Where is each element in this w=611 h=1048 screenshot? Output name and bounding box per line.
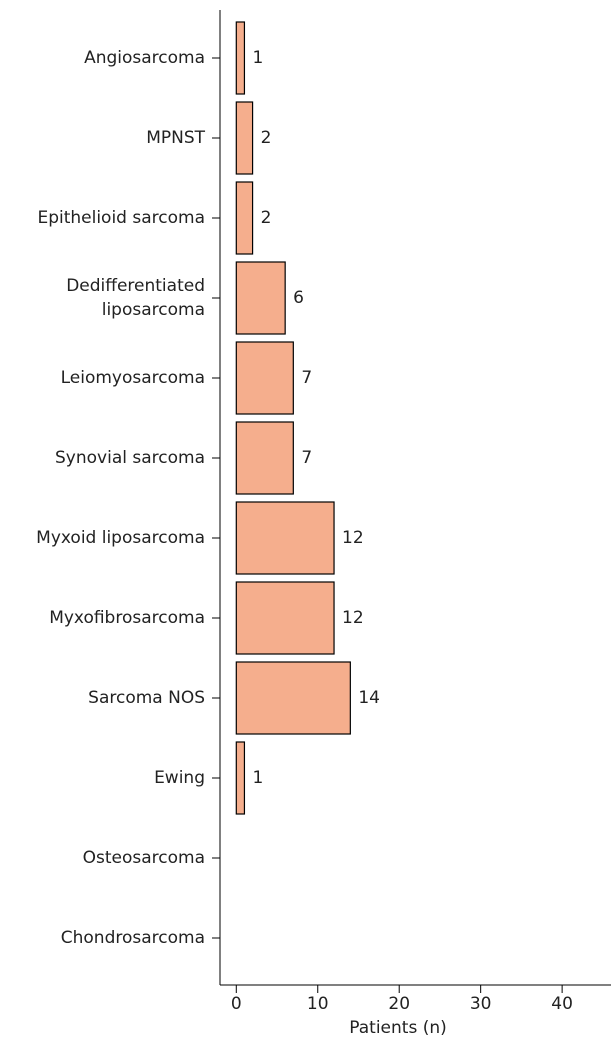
y-tick-label: Angiosarcoma [84,48,205,68]
x-tick-label: 20 [388,994,410,1014]
data-label: 1 [252,48,263,68]
y-tick-label: Osteosarcoma [83,848,205,868]
data-label: 1 [252,768,263,788]
bar [235,341,294,415]
bar [235,741,246,815]
data-label: 7 [301,368,312,388]
data-label: 14 [358,688,380,708]
bar [235,501,335,575]
x-tick-label: 0 [231,994,242,1014]
x-axis-label: Patients (n) [349,1018,447,1038]
data-label: 2 [261,128,272,148]
y-tick-label: Dedifferentiated liposarcoma [66,276,205,320]
data-label: 6 [293,288,304,308]
data-label: 2 [261,208,272,228]
y-tick-label: Chondrosarcoma [61,928,205,948]
y-tick-label: MPNST [146,128,205,148]
bar [235,181,254,255]
bar [235,661,351,735]
y-tick-label: Myxoid liposarcoma [36,528,205,548]
x-tick-label: 40 [551,994,573,1014]
bar [235,421,294,495]
y-tick-label: Synovial sarcoma [55,448,205,468]
bar [235,21,246,95]
x-tick-label: 30 [470,994,492,1014]
x-tick-label: 10 [307,994,329,1014]
data-label: 7 [301,448,312,468]
bar [235,581,335,655]
bar [235,261,286,335]
bar [235,101,254,175]
y-tick-label: Ewing [154,768,205,788]
y-tick-label: Sarcoma NOS [88,688,205,708]
y-tick-label: Epithelioid sarcoma [37,208,205,228]
y-tick-label: Myxofibrosarcoma [49,608,205,628]
data-label: 12 [342,528,364,548]
y-tick-label: Leiomyosarcoma [61,368,205,388]
data-label: 12 [342,608,364,628]
